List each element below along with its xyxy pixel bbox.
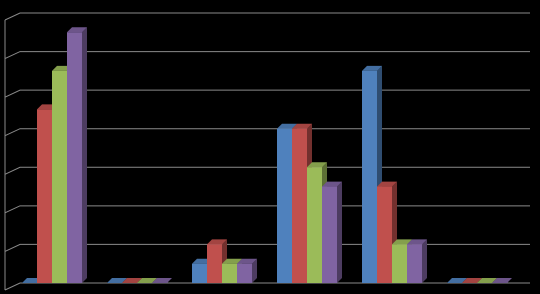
grid-line xyxy=(4,282,530,291)
bar-top xyxy=(392,239,412,245)
bar-top xyxy=(137,278,157,283)
bar-top xyxy=(107,278,127,283)
bar-top xyxy=(407,239,427,245)
bar-top xyxy=(447,278,467,283)
bar xyxy=(322,186,337,283)
bar-top xyxy=(362,65,382,71)
bar-top xyxy=(237,258,257,264)
bar-side xyxy=(337,181,342,283)
bar-side xyxy=(252,258,257,283)
bar-top xyxy=(307,162,327,168)
grid-line xyxy=(4,205,530,214)
bar xyxy=(307,167,322,283)
grid-line xyxy=(4,128,530,137)
bar-top xyxy=(292,123,312,129)
bar-side xyxy=(82,27,87,283)
bar-side xyxy=(422,239,427,283)
grid-line xyxy=(4,166,530,175)
bar xyxy=(207,244,222,283)
bar xyxy=(237,263,252,283)
bar xyxy=(67,32,82,284)
bar xyxy=(222,263,237,283)
bar-top xyxy=(67,27,87,33)
bar xyxy=(52,70,67,283)
bar-top xyxy=(377,181,397,187)
bar xyxy=(392,244,407,283)
bar xyxy=(192,263,207,283)
bar-top xyxy=(492,278,512,283)
bar-top xyxy=(152,278,172,283)
grid-line xyxy=(4,89,530,98)
bar xyxy=(407,244,422,283)
grid-line xyxy=(4,243,530,252)
bar xyxy=(377,186,392,283)
bar-top xyxy=(322,181,342,187)
bar-top xyxy=(122,278,142,283)
bar-top xyxy=(277,123,297,129)
bar xyxy=(362,70,377,283)
bar-top xyxy=(462,278,482,283)
bar-top xyxy=(222,258,242,264)
grid-line xyxy=(4,12,530,21)
bar-top xyxy=(207,239,227,245)
bar xyxy=(37,109,52,283)
bar xyxy=(277,128,292,283)
bar xyxy=(292,128,307,283)
bar-top xyxy=(477,278,497,283)
grid-line xyxy=(4,51,530,60)
